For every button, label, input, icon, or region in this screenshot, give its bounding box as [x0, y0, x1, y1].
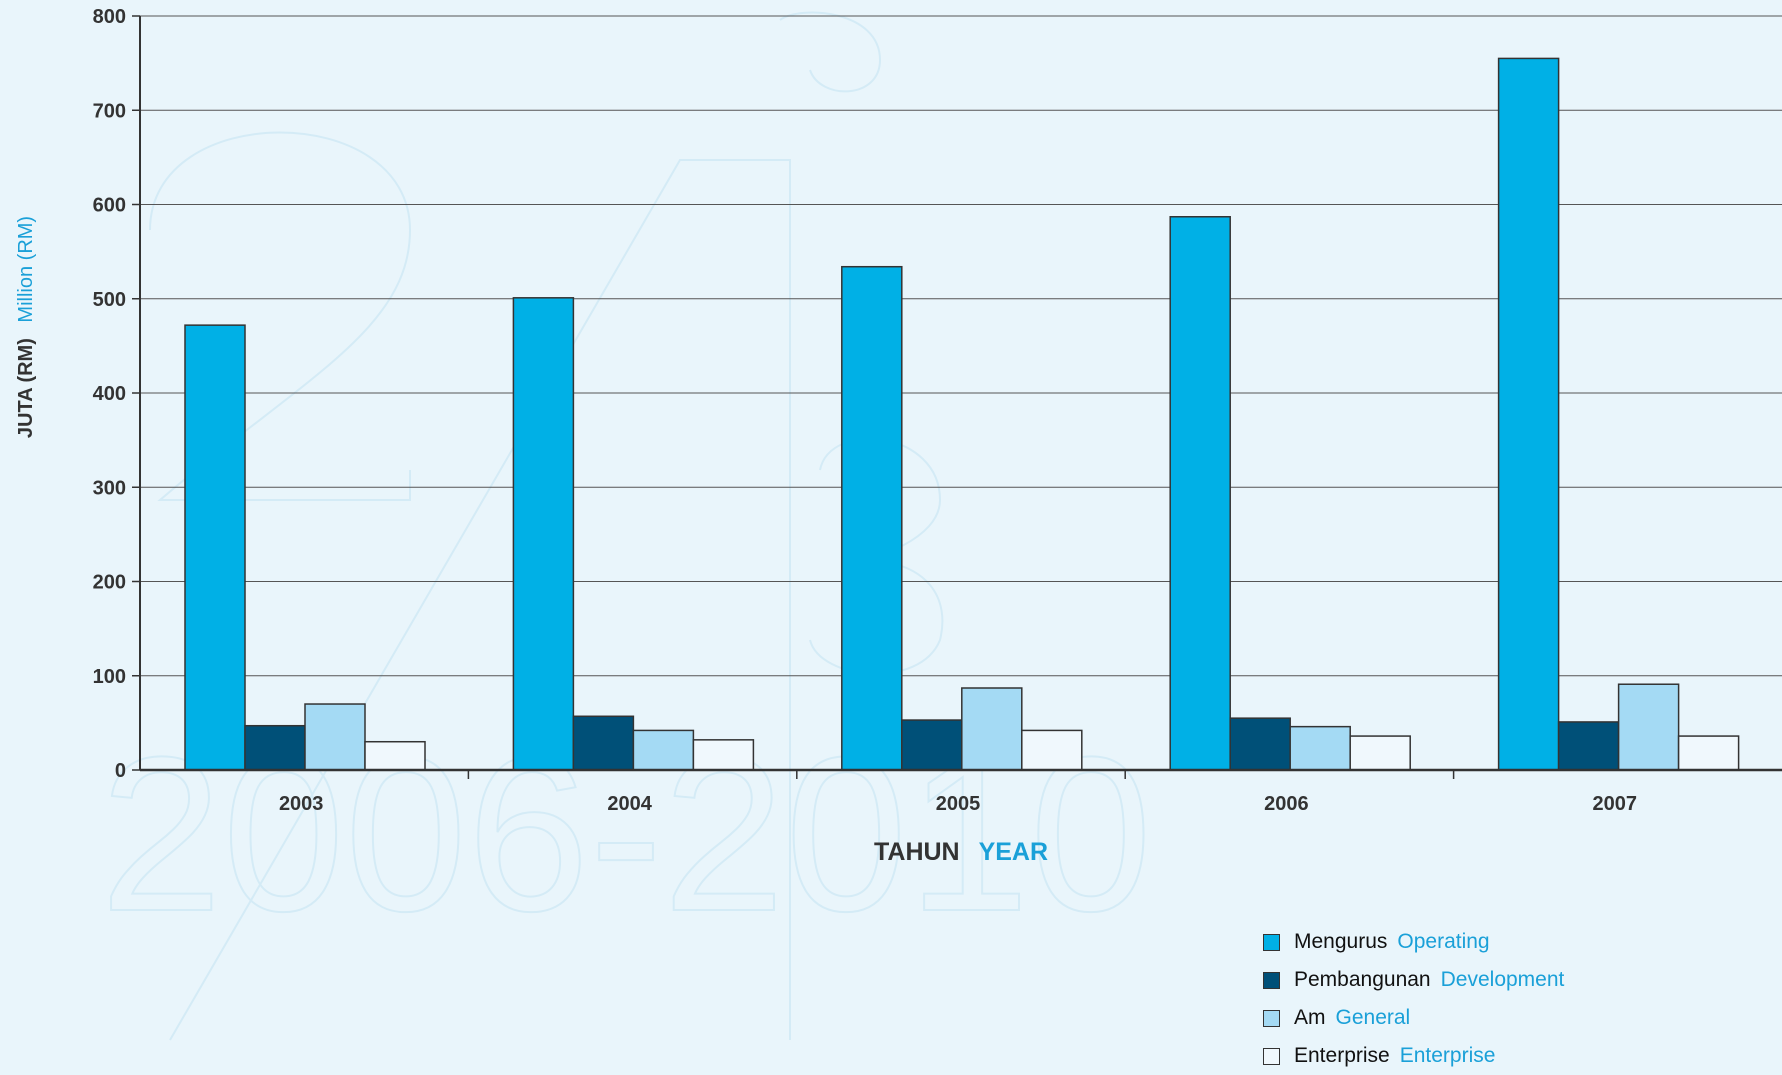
bar-operating-2004 — [512, 297, 575, 771]
x-tick-label: 2006 — [1264, 793, 1309, 815]
y-tick-label: 300 — [93, 477, 126, 499]
bar-operating-2003 — [184, 324, 246, 771]
y-tick-label: 200 — [93, 572, 126, 594]
bar-operating-2006 — [1169, 216, 1231, 771]
legend-item-general: Am General — [1263, 999, 1564, 1037]
legend-label-en: General — [1335, 1006, 1411, 1029]
y-axis-title: JUTA (RM) Million (RM) — [15, 216, 37, 438]
y-tick-labels: 0 100 200 300 400 500 600 700 800 — [93, 6, 126, 782]
bar-general-2006 — [1289, 725, 1351, 771]
x-axis-title-primary: TAHUN — [874, 838, 960, 866]
bar-development-2007 — [1557, 721, 1620, 771]
x-tick-label: 2004 — [607, 793, 652, 815]
y-tick-label: 700 — [93, 100, 126, 122]
y-tick-label: 500 — [93, 289, 126, 311]
bar-development-2006 — [1229, 717, 1291, 771]
y-tick-label: 100 — [93, 666, 126, 688]
bar-operating-2007 — [1497, 57, 1560, 771]
bar-enterprise-2006 — [1349, 735, 1411, 771]
x-axis-title: TAHUN YEAR — [874, 838, 1048, 866]
bar-general-2005 — [961, 687, 1023, 771]
legend-label-en: Development — [1440, 968, 1565, 991]
bar-general-2004 — [632, 729, 695, 771]
y-tick-label: 600 — [93, 195, 126, 217]
legend-swatch-operating — [1263, 933, 1280, 951]
bar-development-2005 — [901, 719, 963, 771]
legend: Mengurus Operating Pembangunan Developme… — [1263, 923, 1564, 1075]
y-axis-title-secondary: Million (RM) — [15, 216, 37, 323]
x-tick-label: 2005 — [936, 793, 981, 815]
y-axis-title-primary: JUTA (RM) — [15, 338, 37, 438]
legend-label: Am — [1294, 1006, 1326, 1029]
legend-swatch-general — [1263, 1009, 1280, 1027]
background-watermark: 2006-2010 — [99, 11, 1153, 1041]
legend-label-en: Operating — [1397, 930, 1490, 953]
y-tick-label: 800 — [93, 6, 126, 28]
bar-enterprise-2004 — [692, 739, 755, 771]
x-axis-title-secondary: YEAR — [979, 838, 1048, 866]
y-tick-label: 400 — [93, 383, 126, 405]
legend-swatch-development — [1263, 971, 1280, 989]
y-tick-label: 0 — [115, 760, 126, 782]
x-tick-labels: 2003 2004 2005 2006 2007 — [279, 793, 1637, 815]
bar-general-2007 — [1617, 683, 1680, 771]
legend-label-en: Enterprise — [1399, 1044, 1496, 1067]
legend-item-development: Pembangunan Development — [1263, 961, 1564, 999]
bars — [184, 57, 1740, 771]
bar-enterprise-2007 — [1677, 735, 1740, 771]
legend-swatch-enterprise — [1263, 1047, 1280, 1065]
bar-development-2003 — [244, 724, 306, 771]
legend-label: Mengurus — [1294, 930, 1388, 953]
bar-enterprise-2003 — [364, 740, 426, 771]
bar-development-2004 — [572, 715, 635, 771]
legend-label: Enterprise — [1294, 1044, 1390, 1067]
x-tick-label: 2007 — [1593, 793, 1638, 815]
bar-general-2003 — [304, 703, 366, 771]
legend-item-operating: Mengurus Operating — [1263, 923, 1564, 961]
bar-enterprise-2005 — [1021, 729, 1083, 771]
legend-label: Pembangunan — [1294, 968, 1431, 991]
x-tick-label: 2003 — [279, 793, 324, 815]
axes — [139, 16, 1782, 779]
bar-operating-2005 — [841, 265, 903, 771]
legend-item-enterprise: Enterprise Enterprise — [1263, 1037, 1564, 1075]
